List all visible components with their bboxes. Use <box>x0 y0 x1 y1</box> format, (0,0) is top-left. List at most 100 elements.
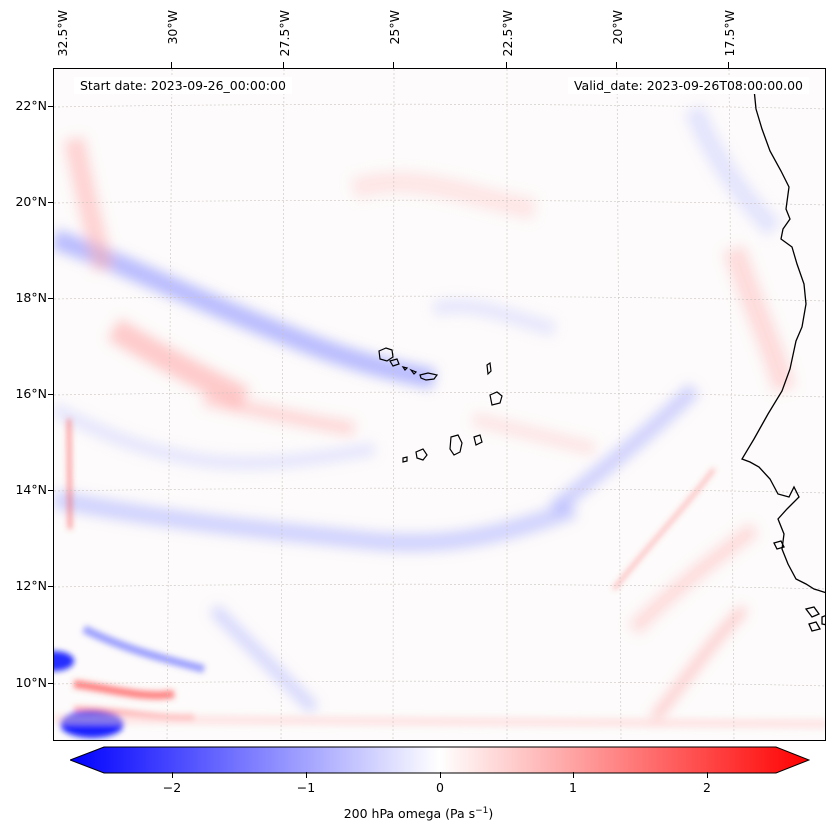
gridline-lat <box>54 295 825 302</box>
coastline-mainland <box>741 88 825 594</box>
omega-field-strong <box>54 418 825 738</box>
gridline-lat <box>54 680 825 687</box>
gridline-lat <box>54 583 825 590</box>
gridline-lat <box>54 487 825 494</box>
omega-map: Start date: 2023-09-26_00:00:00 Valid_da… <box>53 68 826 741</box>
colorbar-tick <box>573 772 574 778</box>
positive-streak <box>612 468 716 590</box>
omega-field-smooth <box>54 105 795 722</box>
colorbar <box>70 746 810 774</box>
coastline-inlet <box>773 540 785 550</box>
gridline-lat <box>54 391 825 398</box>
lon-tick <box>506 62 507 68</box>
west-africa-coastline <box>741 88 825 632</box>
positive-band <box>350 172 536 219</box>
gridline-lon <box>280 69 285 740</box>
colorbar-tick <box>306 772 307 778</box>
lat-label-16n: 16°N <box>15 386 47 401</box>
lat-tick <box>48 202 53 203</box>
lat-label-14n: 14°N <box>15 482 47 497</box>
colorbar-tick-label: −1 <box>296 780 316 795</box>
island-fogo <box>415 448 428 461</box>
positive-streak <box>67 418 72 530</box>
negative-band <box>549 383 700 516</box>
lon-label-17-5w: 17.5°W <box>721 10 737 57</box>
negative-band <box>209 604 319 714</box>
colorbar-title-end: ) <box>488 806 494 822</box>
island-sao-nicolau <box>419 372 439 381</box>
positive-band <box>107 318 250 410</box>
island-brava <box>402 456 408 463</box>
lat-tick <box>48 683 53 684</box>
start-date-label: Start date: 2023-09-26_00:00:00 <box>74 77 292 94</box>
colorbar-tick-label: −2 <box>162 780 182 795</box>
cape-verde-islands <box>378 347 503 463</box>
lon-tick <box>393 62 394 68</box>
positive-band <box>723 245 795 392</box>
island-santa-luzia <box>401 366 409 371</box>
colorbar-tick-label: 0 <box>436 780 444 795</box>
lon-label-20w: 20°W <box>609 10 625 45</box>
lat-label-10n: 10°N <box>15 675 47 690</box>
island-santo-antao <box>378 347 394 362</box>
lon-label-22-5w: 22.5°W <box>499 10 515 57</box>
island-ilheu <box>409 368 418 375</box>
lat-label-12n: 12°N <box>15 578 47 593</box>
lat-label-20n: 20°N <box>15 194 47 209</box>
lon-label-25w: 25°W <box>386 10 402 45</box>
island-boa-vista <box>489 391 503 406</box>
lat-tick <box>48 298 53 299</box>
lon-tick <box>616 62 617 68</box>
lon-label-30w: 30°W <box>164 10 180 45</box>
positive-band <box>629 523 759 634</box>
island-santiago <box>449 434 463 456</box>
colorbar-tick-label: 2 <box>703 780 711 795</box>
colorbar-tick <box>440 772 441 778</box>
gridline-lat <box>54 199 825 206</box>
lat-label-18n: 18°N <box>15 290 47 305</box>
omega-field <box>54 69 825 740</box>
lon-label-32-5w: 32.5°W <box>54 10 70 57</box>
lon-label-27-5w: 27.5°W <box>276 10 292 57</box>
negative-band <box>54 490 578 552</box>
lat-tick <box>48 586 53 587</box>
bissagos-island <box>808 621 821 632</box>
lat-tick <box>48 490 53 491</box>
lon-tick <box>283 62 284 68</box>
island-sal <box>486 361 492 376</box>
bissagos-island <box>804 606 820 618</box>
gridline-lon <box>728 69 735 740</box>
gridline-lat <box>54 103 825 110</box>
positive-band <box>54 714 825 729</box>
negative-band <box>684 105 782 237</box>
gridline-lon <box>166 69 173 740</box>
positive-band <box>202 392 356 436</box>
colorbar-tick <box>172 772 173 778</box>
gridline-lon <box>616 69 622 740</box>
colorbar-title: 200 hPa omega (Pa s−1) <box>0 806 837 821</box>
island-sao-vicente <box>389 358 400 367</box>
colorbar-title-exponent: −1 <box>475 806 489 816</box>
strong-positive-band <box>73 680 175 700</box>
lon-tick <box>728 62 729 68</box>
valid-date-label: Valid_date: 2023-09-26T08:00:00.00 <box>567 77 809 94</box>
positive-band <box>650 606 747 722</box>
strong-negative-band <box>82 625 205 673</box>
gridline-lon <box>392 69 395 740</box>
negative-band <box>432 299 556 336</box>
lat-tick <box>48 106 53 107</box>
colorbar-tick <box>707 772 708 778</box>
lat-tick <box>48 394 53 395</box>
map-gridlines <box>54 69 825 740</box>
colorbar-gradient <box>70 746 810 774</box>
strong-negative-cell <box>54 651 74 671</box>
negative-band <box>54 403 375 470</box>
island-maio <box>473 434 483 446</box>
colorbar-tick-label: 1 <box>569 780 577 795</box>
lon-tick <box>171 62 172 68</box>
lat-label-22n: 22°N <box>15 98 47 113</box>
colorbar-title-main: 200 hPa omega (Pa s <box>343 806 476 822</box>
positive-band <box>472 413 596 455</box>
bissagos-island <box>821 615 825 626</box>
positive-band <box>64 137 114 272</box>
